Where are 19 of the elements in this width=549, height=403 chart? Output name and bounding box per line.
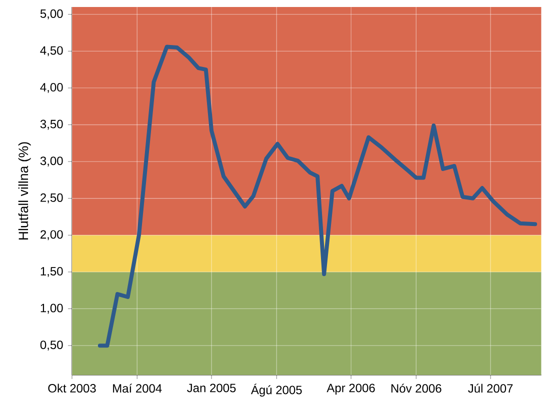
line-series bbox=[98, 44, 538, 348]
x-tick-label: Júl 2007 bbox=[468, 384, 513, 393]
y-tick-label: 3,50 bbox=[40, 120, 63, 130]
y-tick-label: 1,50 bbox=[40, 266, 63, 277]
y-tick-label: 1,00 bbox=[40, 304, 63, 314]
x-tick-label: Apr 2006 bbox=[326, 384, 375, 395]
y-axis-title: Hlutfall villna (%) bbox=[18, 142, 31, 240]
y-tick-label: 4,50 bbox=[40, 46, 63, 56]
x-tick-label: Okt 2003 bbox=[48, 384, 96, 393]
y-tick-label: 2,50 bbox=[40, 193, 63, 204]
x-tick-label: Ágú 2005 bbox=[250, 384, 302, 397]
y-tick-label: 3,00 bbox=[40, 156, 63, 167]
x-tick-label: Nóv 2006 bbox=[391, 384, 442, 393]
y-tick-label: 4,00 bbox=[40, 83, 63, 93]
y-tick-label: 2,00 bbox=[40, 230, 63, 240]
y-tick-label: 0,50 bbox=[40, 340, 63, 351]
y-tick-label: 5,00 bbox=[40, 9, 63, 20]
x-tick-label: Jan 2005 bbox=[187, 384, 236, 392]
x-tick-label: Maí 2004 bbox=[113, 384, 162, 393]
